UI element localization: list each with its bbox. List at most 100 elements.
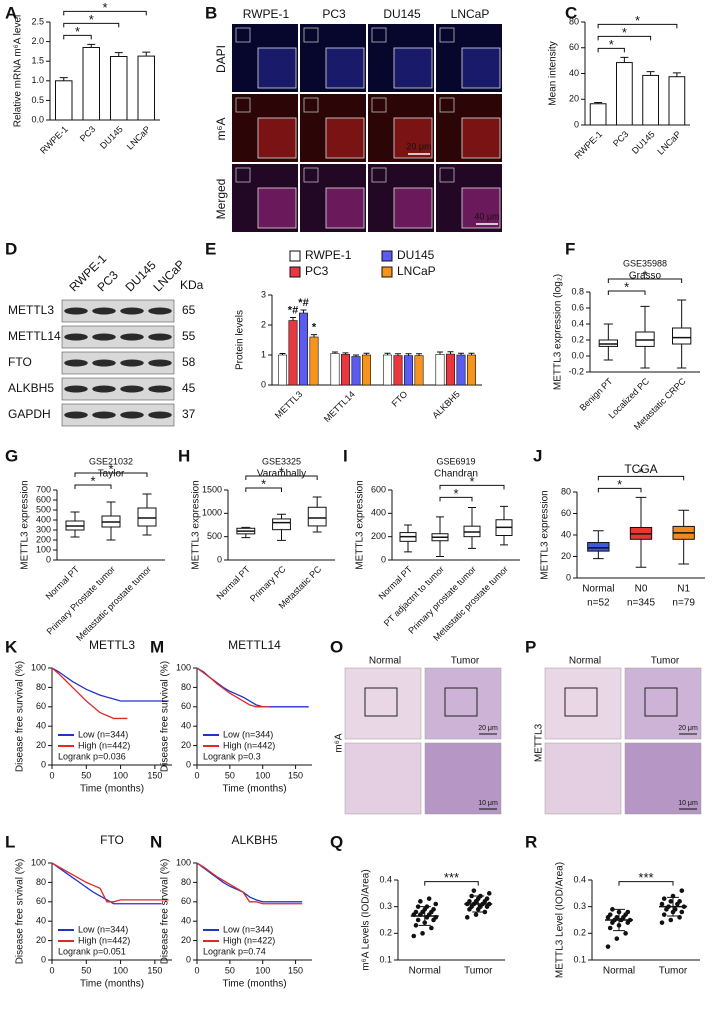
box bbox=[307, 506, 327, 527]
inset-box bbox=[564, 687, 598, 717]
significance-bracket bbox=[74, 484, 112, 489]
y-tick-label: 40 bbox=[181, 916, 191, 926]
x-tick-label: Tumor bbox=[464, 966, 493, 977]
y-axis-label: METTL3 Level (IOD/Area) bbox=[555, 862, 566, 978]
y-tick-label: 300 bbox=[36, 524, 51, 534]
y-tick-label: 0 bbox=[186, 759, 191, 769]
x-axis-label: Time (months) bbox=[222, 784, 286, 795]
y-tick-label: 0.0 bbox=[571, 350, 584, 360]
scale-bar-label: 20 μm bbox=[478, 725, 498, 732]
y-axis-label: m⁶A Levels (IOD/Area) bbox=[361, 869, 372, 970]
n-label: n=345 bbox=[627, 598, 656, 609]
bar bbox=[668, 76, 686, 126]
y-tick-label: 20 bbox=[561, 551, 571, 561]
bar bbox=[382, 354, 392, 386]
inset bbox=[257, 47, 297, 89]
y-axis-label: Disease free srvival (%) bbox=[15, 859, 26, 965]
significance-label: * bbox=[279, 464, 284, 479]
chart-title: TCGA bbox=[624, 462, 657, 476]
legend-swatch bbox=[289, 266, 301, 278]
y-tick-label: 0 bbox=[186, 954, 191, 964]
box bbox=[635, 331, 655, 347]
micrograph bbox=[424, 667, 502, 740]
column-label: LNCaP bbox=[451, 7, 490, 21]
chart-title: ALKBH5 bbox=[231, 833, 277, 847]
annotation: Logrank p=0.036 bbox=[58, 751, 126, 761]
band bbox=[148, 333, 172, 341]
y-tick-label: 40 bbox=[561, 529, 571, 539]
bar bbox=[330, 353, 340, 386]
inset bbox=[461, 187, 501, 229]
point bbox=[415, 917, 421, 923]
band bbox=[92, 333, 116, 341]
survival-curve bbox=[51, 862, 169, 903]
bar-annotation: * bbox=[312, 322, 317, 334]
y-tick-label: 700 bbox=[36, 484, 51, 494]
error-bar bbox=[300, 309, 307, 313]
error-bar bbox=[142, 51, 151, 57]
point bbox=[469, 893, 474, 899]
legend-swatch bbox=[289, 250, 301, 262]
point bbox=[679, 909, 685, 915]
inset-box bbox=[644, 687, 678, 717]
n-label: n=79 bbox=[672, 598, 695, 609]
x-tick-label: DU145 bbox=[98, 124, 125, 151]
n-label: n=52 bbox=[587, 598, 610, 609]
y-tick-label: 80 bbox=[561, 486, 571, 496]
y-tick-label: 100 bbox=[31, 662, 46, 672]
bar bbox=[298, 312, 308, 386]
significance-label: * bbox=[642, 267, 647, 282]
bar bbox=[435, 354, 445, 386]
micrograph bbox=[344, 667, 422, 740]
significance-bracket bbox=[424, 881, 479, 886]
point bbox=[668, 899, 674, 904]
chart-title: GSE3325 bbox=[262, 456, 301, 466]
point bbox=[623, 931, 628, 936]
column-label: Tumor bbox=[651, 656, 680, 667]
inset-box bbox=[303, 97, 319, 113]
significance-bracket bbox=[618, 881, 674, 886]
point bbox=[605, 944, 611, 949]
x-tick-label: N1 bbox=[677, 584, 690, 595]
column-label: RWPE-1 bbox=[243, 7, 290, 21]
unit-label: KDa bbox=[180, 278, 204, 292]
y-tick-label: 0.2 bbox=[573, 928, 586, 938]
y-tick-label: 60 bbox=[561, 508, 571, 518]
y-tick-label: 100 bbox=[176, 662, 191, 672]
x-tick-label: 100 bbox=[113, 965, 128, 975]
y-tick-label: 1500 bbox=[202, 484, 222, 494]
inset-box bbox=[235, 27, 251, 43]
panel-letter: E bbox=[205, 239, 216, 258]
chart-title: METTL3 bbox=[89, 638, 135, 652]
x-tick-label: 100 bbox=[255, 965, 270, 975]
y-axis-label: Disease free survival (%) bbox=[160, 661, 171, 772]
x-tick-label: 50 bbox=[81, 770, 91, 780]
panel-letter: O bbox=[330, 637, 343, 656]
survival-curve bbox=[51, 667, 128, 720]
bar bbox=[445, 353, 455, 386]
y-tick-label: 20 bbox=[569, 94, 579, 104]
column-label: DU145 bbox=[383, 7, 421, 21]
y-tick-label: 0.3 bbox=[573, 901, 586, 911]
y-tick-label: 100 bbox=[176, 857, 191, 867]
panel-letter: H bbox=[178, 446, 190, 465]
band bbox=[120, 385, 144, 393]
y-tick-label: 0 bbox=[574, 119, 579, 129]
inset bbox=[461, 117, 501, 159]
y-axis-label: Disease free srvival (%) bbox=[160, 859, 171, 965]
row-label: ALKBH5 bbox=[8, 381, 54, 395]
y-tick-label: 0.1 bbox=[573, 954, 586, 964]
y-axis-label: METTL3 expression bbox=[540, 490, 551, 579]
x-tick-label: Benign PT bbox=[578, 376, 615, 413]
scale-bar-label: 10 μm bbox=[678, 800, 698, 807]
y-tick-label: 1.0 bbox=[31, 75, 44, 85]
micrograph bbox=[544, 742, 622, 815]
box bbox=[598, 339, 619, 347]
bar bbox=[456, 354, 466, 386]
y-tick-label: 40 bbox=[181, 721, 191, 731]
error-bar bbox=[311, 334, 317, 337]
significance-label: * bbox=[617, 477, 622, 492]
inset-box bbox=[439, 97, 455, 113]
inset-box bbox=[371, 167, 387, 183]
chart-title: GSE35988 bbox=[623, 258, 667, 268]
